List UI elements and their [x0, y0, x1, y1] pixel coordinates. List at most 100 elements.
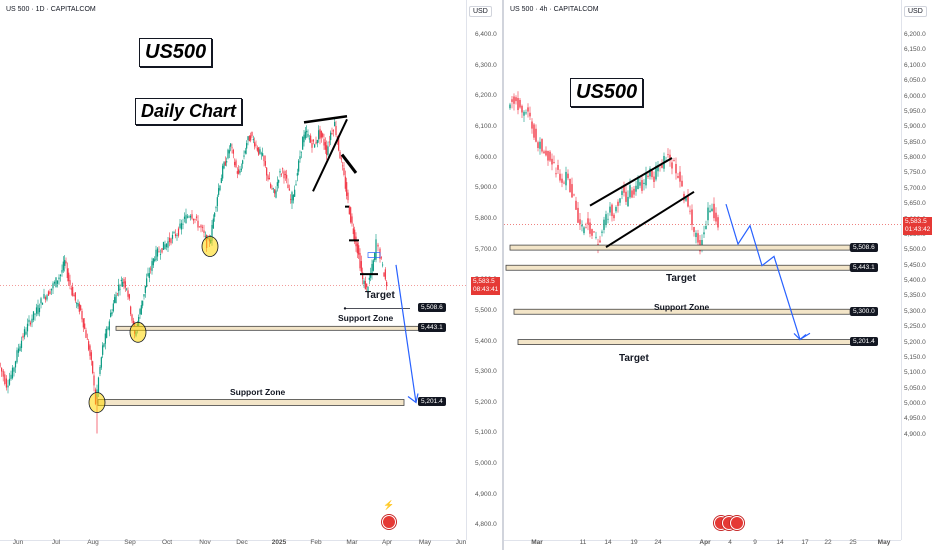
candle-body — [283, 171, 285, 179]
time-tick-label: 4 — [728, 539, 732, 546]
candle-body — [162, 241, 165, 250]
candle-body — [371, 263, 373, 274]
candle-body — [38, 307, 41, 313]
candle-body — [350, 207, 352, 223]
candle-body — [695, 232, 697, 238]
us-flag-event-icon[interactable] — [382, 515, 396, 529]
candle-body — [143, 294, 145, 297]
currency-unit-label[interactable]: USD — [469, 6, 492, 17]
candle-body — [50, 288, 53, 291]
candle-body — [707, 207, 709, 221]
candle-body — [681, 180, 683, 187]
candle-body — [713, 203, 715, 219]
candle-body — [637, 178, 639, 190]
candle-body — [132, 320, 134, 325]
candle-body — [633, 188, 635, 195]
lightning-icon[interactable]: ⚡ — [383, 500, 395, 510]
currency-unit-label[interactable]: USD — [904, 6, 927, 17]
candle-body — [629, 185, 631, 198]
candle-body — [274, 189, 276, 194]
price-tick-label: 5,000.0 — [904, 400, 926, 407]
candle-body — [607, 218, 609, 220]
candle-body — [4, 374, 6, 385]
candle-body — [90, 352, 92, 360]
candle-body — [625, 191, 627, 202]
candle-body — [635, 185, 637, 192]
candle-body — [171, 234, 174, 239]
chart-header: US 500 · 4h · CAPITALCOM — [510, 6, 599, 13]
candle-body — [372, 260, 374, 271]
candle-body — [715, 212, 717, 222]
candle-body — [657, 164, 659, 172]
candle-body — [243, 155, 245, 157]
price-tick-label: 5,000.0 — [475, 460, 497, 468]
candle-body — [112, 303, 114, 312]
price-tick-label: 5,350.0 — [904, 292, 926, 300]
price-level-box: 5,443.1 — [418, 323, 446, 333]
candle-body — [328, 141, 330, 143]
price-tick-label: 5,650.0 — [904, 200, 926, 208]
us-flag-event-icon[interactable] — [730, 516, 744, 530]
candle-body — [214, 212, 216, 217]
candle-body — [615, 207, 617, 212]
candle-body — [53, 281, 56, 284]
bar-countdown: 08:43:41 — [473, 286, 499, 294]
channel-trendline — [605, 190, 695, 249]
candle-body — [270, 183, 272, 188]
projection-arrowhead — [407, 393, 419, 404]
candle-body — [93, 375, 95, 386]
current-price-badge: 5,583.5 08:43:41 — [471, 277, 501, 296]
candle-body — [168, 237, 171, 243]
panel-divider[interactable] — [502, 0, 504, 550]
candle-body — [142, 300, 144, 306]
candle-body — [287, 184, 289, 189]
price-tick-label: 4,900.0 — [475, 490, 497, 498]
time-tick-label: Feb — [310, 539, 322, 546]
candle-body — [111, 311, 113, 315]
candle-body — [40, 298, 42, 304]
candle-body — [256, 147, 258, 151]
4h-chart-panel[interactable]: US 500 · 4h · CAPITALCOM USD 6,200.0 6,15… — [504, 0, 932, 550]
candle-body — [561, 178, 563, 183]
candle-body — [276, 182, 278, 187]
candle-body — [131, 314, 133, 321]
daily-chart-panel[interactable]: US 500 · 1D · CAPITALCOM USD 6,400.0 6,30… — [0, 0, 502, 550]
time-tick-label: Jun — [12, 539, 24, 546]
candle-body — [107, 327, 109, 329]
4h-price-chart[interactable] — [504, 0, 932, 550]
candle-body — [44, 297, 47, 300]
candle-body — [179, 223, 181, 229]
candle-body — [344, 176, 346, 189]
candle-body — [563, 182, 565, 184]
candle-body — [527, 107, 529, 112]
candle-body — [19, 346, 21, 351]
candle-body — [279, 170, 281, 173]
candle-body — [291, 192, 293, 204]
candle-body — [383, 272, 385, 277]
candle-body — [332, 130, 334, 132]
price-tick-label: 5,500.0 — [475, 306, 497, 314]
chart-title: US500 — [570, 78, 644, 107]
candle-body — [211, 224, 213, 241]
support-zone-label: Support Zone — [230, 387, 286, 397]
time-tick-label: Dec — [236, 539, 248, 546]
price-tick-label: 6,200.0 — [904, 31, 926, 38]
candle-body — [110, 312, 112, 318]
time-tick-label: 24 — [654, 539, 662, 546]
candle-body — [61, 269, 63, 273]
time-tick-label: Jul — [51, 539, 61, 546]
candle-body — [201, 226, 204, 228]
candle-body — [545, 150, 547, 156]
time-tick-label: 11 — [579, 539, 587, 546]
candle-body — [689, 210, 691, 212]
candle-body — [215, 207, 217, 209]
time-tick-label: Mar — [346, 539, 358, 546]
candle-body — [212, 218, 214, 229]
candle-body — [130, 306, 132, 315]
price-tick-label: 6,100.0 — [475, 122, 497, 130]
price-axis-separator — [466, 0, 467, 540]
candle-body — [234, 161, 236, 166]
candle-body — [331, 133, 333, 134]
daily-price-chart[interactable] — [0, 0, 502, 550]
candle-body — [675, 164, 677, 174]
